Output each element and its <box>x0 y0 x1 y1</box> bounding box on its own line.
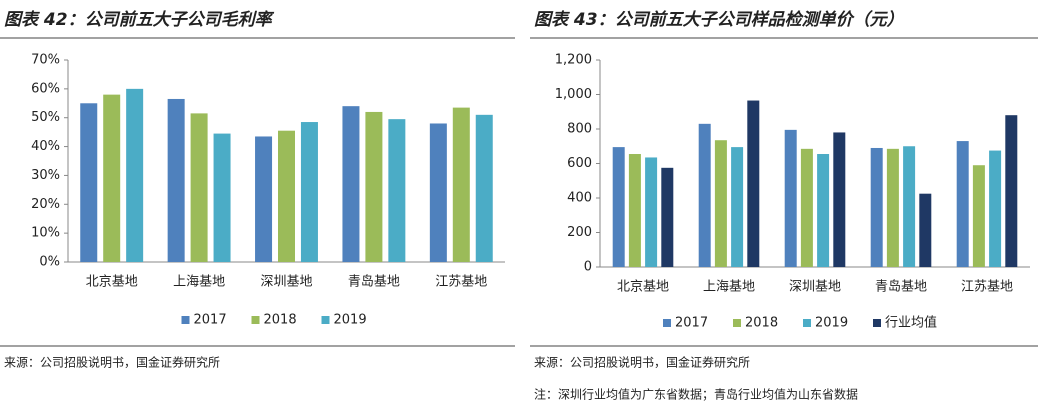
bar <box>956 141 969 267</box>
x-tick-label: 上海基地 <box>703 280 755 295</box>
bar <box>731 147 744 267</box>
bar <box>103 94 121 262</box>
legend-label: 行业均值 <box>885 315 937 331</box>
bar <box>714 140 727 267</box>
bar <box>870 147 883 267</box>
bar <box>475 114 493 262</box>
bar <box>919 193 932 267</box>
bar <box>800 148 813 267</box>
y-tick-label: 40% <box>31 139 60 154</box>
bar <box>342 106 360 263</box>
bar <box>833 132 846 267</box>
y-tick-label: 20% <box>31 197 60 212</box>
x-tick-label: 深圳基地 <box>789 280 841 295</box>
legend-swatch <box>663 319 671 327</box>
y-tick-label: 30% <box>31 168 60 183</box>
x-tick-label: 北京基地 <box>86 275 138 290</box>
y-tick-label: 60% <box>31 81 60 96</box>
legend-swatch <box>733 319 741 327</box>
bar <box>167 98 185 262</box>
note: 注：深圳行业均值为广东省数据；青岛行业均值为山东省数据 <box>534 387 858 402</box>
x-tick-label: 江苏基地 <box>435 274 487 290</box>
y-tick-label: 1,200 <box>555 53 592 68</box>
bar <box>661 167 674 267</box>
bar <box>278 130 295 262</box>
source: 来源：公司招股说明书，国金证券研究所 <box>534 355 750 370</box>
legend-swatch <box>251 316 260 324</box>
legend-label: 2019 <box>334 313 367 328</box>
x-tick-label: 深圳基地 <box>260 275 312 290</box>
y-tick-label: 50% <box>31 110 60 125</box>
y-tick-label: 10% <box>31 226 60 241</box>
y-tick-label: 0 <box>584 260 592 275</box>
y-tick-label: 70% <box>31 53 60 68</box>
bar <box>300 122 318 263</box>
x-tick-label: 上海基地 <box>173 275 225 290</box>
chart-title: 图表 42：公司前五大子公司毛利率 <box>4 10 275 30</box>
y-tick-label: 0% <box>39 255 60 270</box>
bar <box>989 150 1002 267</box>
bar <box>255 136 273 262</box>
y-tick-label: 1,000 <box>555 87 592 102</box>
bar <box>365 111 383 262</box>
bar <box>126 88 144 262</box>
bar <box>817 154 830 267</box>
bar <box>972 165 985 267</box>
x-tick-label: 青岛基地 <box>875 279 927 295</box>
bar <box>645 157 658 267</box>
bar <box>784 129 797 267</box>
x-tick-label: 青岛基地 <box>348 274 400 290</box>
bar <box>1005 115 1018 267</box>
legend-label: 2018 <box>745 316 778 331</box>
bar <box>213 133 231 262</box>
legend-label: 2017 <box>675 316 708 331</box>
legend-label: 2017 <box>194 313 227 328</box>
bar <box>429 123 447 262</box>
bar <box>628 154 641 267</box>
y-tick-label: 800 <box>567 122 592 137</box>
x-tick-label: 江苏基地 <box>961 279 1013 295</box>
legend-swatch <box>873 319 881 327</box>
bar <box>612 147 625 267</box>
legend-swatch <box>321 316 330 324</box>
bar <box>903 146 916 267</box>
bar <box>747 100 760 267</box>
y-tick-label: 200 <box>567 225 592 240</box>
legend-swatch <box>181 316 190 324</box>
bar <box>452 107 470 262</box>
bar <box>698 123 711 267</box>
bar <box>886 148 899 267</box>
chart-title: 图表 43：公司前五大子公司样品检测单价（元） <box>534 10 904 30</box>
legend-swatch <box>803 319 811 327</box>
legend-label: 2019 <box>815 316 848 331</box>
bar <box>190 113 208 262</box>
bar <box>388 119 406 263</box>
y-tick-label: 600 <box>567 156 592 171</box>
y-tick-label: 400 <box>567 191 592 206</box>
bar <box>80 103 98 263</box>
legend-label: 2018 <box>264 313 297 328</box>
source: 来源：公司招股说明书，国金证券研究所 <box>4 355 220 370</box>
x-tick-label: 北京基地 <box>617 280 669 295</box>
